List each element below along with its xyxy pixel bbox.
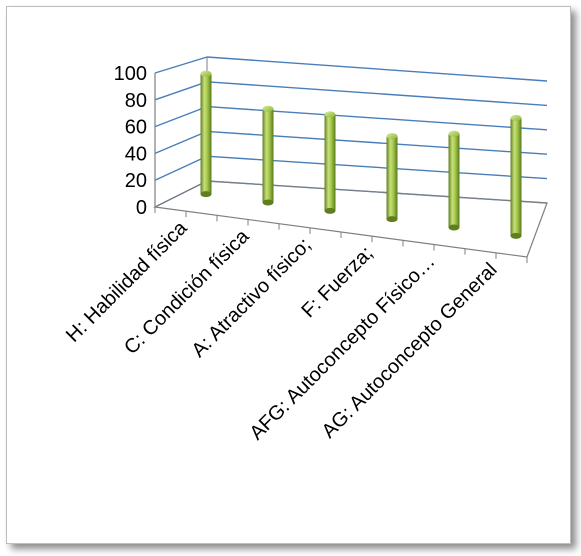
bar-base (262, 199, 274, 206)
bar-body (262, 108, 274, 203)
gridline-side (154, 81, 208, 101)
bar-cap (324, 111, 336, 118)
bar-base (386, 216, 398, 223)
bar-layer (200, 70, 522, 239)
gridline-side (154, 155, 208, 181)
bar-base (510, 232, 522, 239)
bar-cap (510, 114, 522, 121)
bar-body (324, 114, 336, 211)
y-tick-label: 60 (125, 117, 147, 139)
chart-frame: 0 20 40 60 80 100 H: Habilidad física C: Condic… (6, 6, 571, 544)
bar (510, 114, 522, 239)
gridline-side (154, 105, 208, 128)
gridline-back (206, 56, 548, 82)
y-tick-label: 40 (125, 143, 147, 165)
bar-body (200, 73, 212, 195)
gridline-back (206, 130, 548, 155)
bar-body (386, 136, 398, 220)
bar-body (510, 117, 522, 236)
bar (200, 70, 212, 198)
bar (448, 130, 460, 231)
floor (152, 180, 548, 258)
bar-cap (262, 105, 274, 112)
gridline-back (206, 155, 548, 180)
x-category-label: A: Atractivo físico; (188, 234, 316, 362)
gridline-side (154, 130, 208, 155)
bar (262, 105, 274, 206)
bar (324, 111, 336, 214)
y-tick-label: 100 (114, 63, 147, 85)
gridline-back (206, 105, 548, 131)
y-tick-label: 0 (136, 197, 147, 219)
bar-base (448, 224, 460, 231)
grid-layer (152, 56, 548, 263)
y-tick-label: 20 (125, 170, 147, 192)
bar-cap (448, 130, 460, 137)
x-category-label: C: Condición física (120, 225, 254, 359)
bar-body (448, 133, 460, 228)
bar (386, 133, 398, 223)
y-tick-label: 80 (125, 90, 147, 112)
gridline-side (154, 56, 208, 74)
x-category-label: H: Habilidad física (62, 217, 192, 347)
bar-cap (200, 70, 212, 77)
gridline-back (206, 81, 548, 107)
bar-base (200, 191, 212, 198)
bar-base (324, 207, 336, 214)
bar-cap (386, 133, 398, 140)
